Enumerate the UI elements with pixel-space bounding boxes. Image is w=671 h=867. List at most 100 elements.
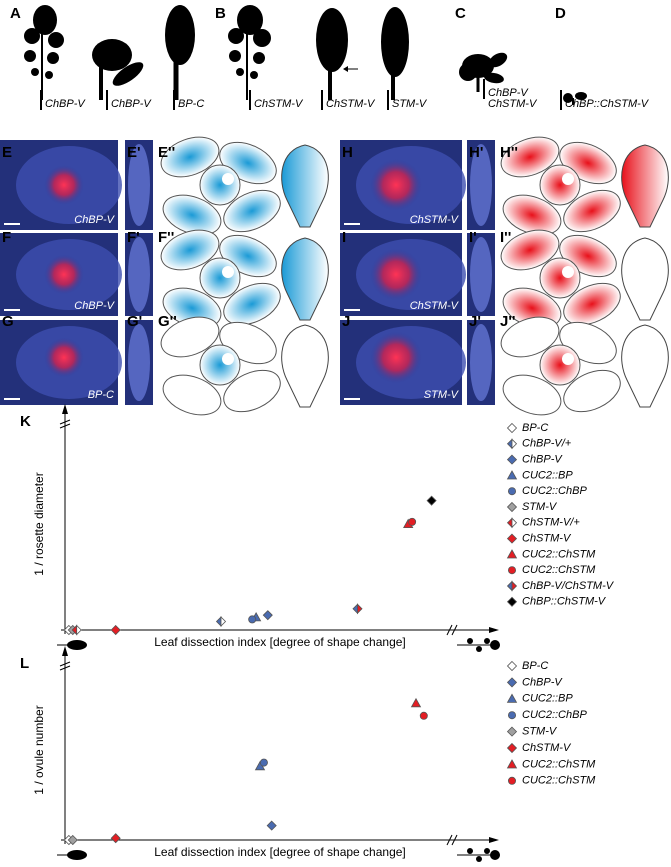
panel-label: J'' (500, 313, 515, 330)
leaf-icon-lobe (476, 646, 482, 652)
rosette (500, 136, 621, 236)
leaf-icon-lobe (476, 856, 482, 862)
marker-shape (506, 470, 518, 480)
axis-break (446, 624, 458, 636)
data-point (266, 820, 277, 831)
meristem (539, 257, 581, 299)
panel-label: H' (469, 144, 483, 161)
y-axis-label: 1 / rosette diameter (32, 472, 46, 575)
meristem (539, 164, 581, 206)
petal (160, 136, 220, 178)
panel-label: F'' (158, 229, 174, 246)
x-axis-label: Leaf dissection index [degree of shape c… (154, 635, 406, 649)
legend-label: BP-C (522, 660, 548, 672)
marker-shape (506, 759, 518, 769)
x-axis-label: Leaf dissection index [degree of shape c… (154, 845, 406, 859)
data-point (408, 517, 417, 526)
marker-shape (507, 566, 516, 575)
petal (502, 374, 562, 416)
data-point (419, 711, 428, 720)
panel-label: I' (469, 229, 477, 246)
legend-label: CUC2::ChSTM (522, 775, 596, 787)
data-point (215, 616, 227, 627)
marker-shape (506, 693, 518, 703)
leaf-icon-lobe (467, 848, 473, 854)
axis-break (446, 834, 458, 846)
legend-marker (506, 454, 518, 465)
caption: ChSTM-V (254, 98, 304, 110)
marker-shape (419, 711, 428, 720)
leaf-outline (621, 144, 669, 228)
marker-shape (110, 833, 121, 844)
data-point (262, 610, 273, 621)
panel-label: J' (469, 313, 481, 330)
caption: BP-C (178, 98, 204, 110)
marker-shape (248, 615, 257, 624)
petal (500, 316, 560, 358)
legend-label: ChSTM-V/+ (522, 517, 580, 529)
petal (160, 316, 220, 358)
legend-label: CUC2::ChBP (522, 709, 587, 721)
marker-shape (506, 549, 518, 559)
image-label: ChBP-V (74, 214, 115, 226)
legend-marker (506, 726, 518, 737)
legend-label: CUC2::BP (522, 693, 573, 705)
legend-marker (507, 566, 516, 575)
silhouettes (24, 5, 587, 105)
primordium (562, 173, 574, 185)
legend-marker (507, 776, 516, 785)
rosette (500, 229, 621, 329)
caption: ChBP-V (45, 98, 86, 110)
rosette (160, 316, 281, 416)
marker-half (511, 580, 518, 592)
axis-break (59, 419, 71, 429)
x-arrow (489, 837, 499, 843)
petal (223, 282, 281, 326)
data-point (352, 603, 363, 615)
marker-shape (259, 758, 268, 767)
leaf-tissue (128, 324, 150, 401)
legend-label: ChBP-V (522, 676, 563, 688)
petal (160, 229, 220, 271)
legend-label: ChBP::ChSTM-V (522, 596, 607, 608)
leaf-icon (67, 640, 87, 650)
panel-label: G (2, 313, 14, 330)
panel-label: C (455, 5, 466, 22)
legend-marker (506, 438, 518, 450)
marker-half (506, 517, 513, 529)
marker-half (511, 438, 518, 450)
marker-half (511, 517, 518, 529)
petal (500, 229, 560, 271)
panel-label: E (2, 144, 12, 161)
legend-marker (506, 549, 518, 559)
panel-label: H (342, 144, 353, 161)
marker-shape (262, 610, 273, 621)
legend-label: CUC2::ChSTM (522, 564, 596, 576)
signal (370, 331, 422, 384)
marker-half (220, 616, 227, 627)
primordium (222, 173, 234, 185)
rosette (500, 316, 621, 416)
legend-marker (506, 596, 518, 607)
panel-label: B (215, 5, 226, 22)
rosette (160, 136, 281, 236)
diagrams (160, 136, 669, 416)
data-point (67, 834, 78, 846)
legend-marker (506, 517, 518, 529)
petal (500, 136, 560, 178)
caption: ChBP-V (488, 87, 529, 99)
legend-marker (506, 742, 518, 754)
meristem (539, 344, 581, 386)
legend-marker (506, 501, 518, 513)
x-arrow (489, 627, 499, 633)
marker-shape (110, 624, 121, 636)
data-point (110, 624, 121, 636)
marker-shape (67, 834, 78, 846)
marker-shape (506, 596, 518, 607)
marker-half (506, 438, 513, 450)
y-axis-label: 1 / ovule number (32, 705, 46, 794)
legend-marker (506, 660, 518, 672)
leaf-tissue (128, 144, 150, 226)
image-label: ChSTM-V (410, 300, 460, 312)
